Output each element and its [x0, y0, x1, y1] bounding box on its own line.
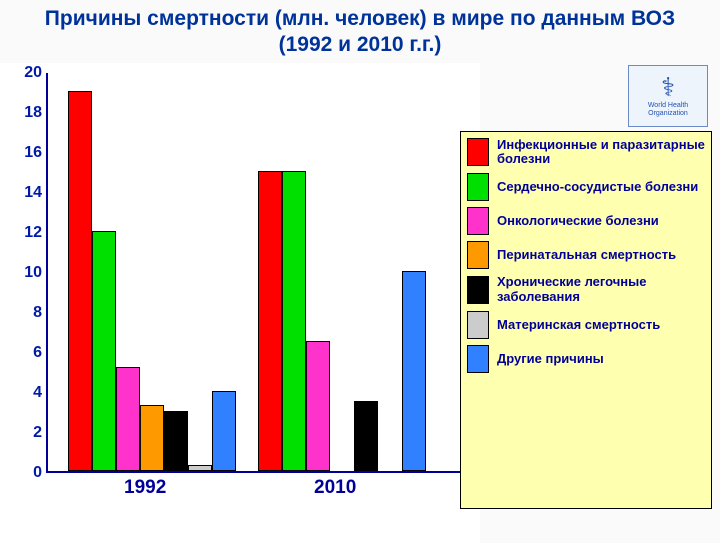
x-axis-label: 1992	[124, 477, 166, 499]
y-tick-label: 14	[2, 184, 42, 202]
legend-swatch	[467, 311, 489, 339]
legend-label: Сердечно-сосудистые болезни	[497, 180, 698, 195]
bar	[212, 391, 236, 471]
legend-label: Инфекционные и паразитарные болезни	[497, 138, 705, 168]
y-axis: 0 2 4 6 8 10 12 14 16 18 20	[0, 63, 46, 493]
legend-label: Онкологические болезни	[497, 214, 659, 229]
y-tick-label: 16	[2, 144, 42, 162]
bar	[68, 91, 92, 471]
legend-item: Хронические легочные заболевания	[467, 275, 705, 305]
bar	[402, 271, 426, 471]
y-tick-label: 2	[2, 424, 42, 442]
bar	[354, 401, 378, 471]
legend-label: Хронические легочные заболевания	[497, 275, 705, 305]
bar	[164, 411, 188, 471]
legend-swatch	[467, 138, 489, 166]
legend-item: Другие причины	[467, 345, 705, 373]
legend-swatch	[467, 345, 489, 373]
legend-item: Сердечно-сосудистые болезни	[467, 173, 705, 201]
who-text-2: Organization	[648, 110, 688, 117]
legend-label: Перинатальная смертность	[497, 248, 676, 263]
bar	[92, 231, 116, 471]
bar	[282, 171, 306, 471]
who-text-1: World Health	[648, 102, 688, 109]
y-tick-label: 10	[2, 264, 42, 282]
bar	[140, 405, 164, 471]
legend-swatch	[467, 173, 489, 201]
legend-item: Материнская смертность	[467, 311, 705, 339]
chart-area: 0 2 4 6 8 10 12 14 16 18 20 1992 2010	[0, 63, 480, 543]
bar	[188, 465, 212, 471]
who-logo: ⚕ World Health Organization	[628, 65, 708, 127]
y-tick-label: 4	[2, 384, 42, 402]
bar	[258, 171, 282, 471]
bar	[116, 367, 140, 471]
y-tick-label: 12	[2, 224, 42, 242]
bar	[306, 341, 330, 471]
legend: Инфекционные и паразитарные болезни Серде…	[460, 131, 712, 509]
legend-label: Материнская смертность	[497, 318, 660, 333]
legend-item: Инфекционные и паразитарные болезни	[467, 138, 705, 168]
plot-region	[46, 73, 466, 473]
legend-swatch	[467, 207, 489, 235]
page-title: Причины смертности (млн. человек) в мире…	[0, 0, 720, 63]
who-logo-text: World Health Organization	[648, 102, 688, 117]
legend-label: Другие причины	[497, 352, 604, 367]
legend-swatch	[467, 241, 489, 269]
y-tick-label: 18	[2, 104, 42, 122]
y-tick-label: 8	[2, 304, 42, 322]
who-emblem-icon: ⚕	[661, 74, 675, 100]
y-tick-label: 20	[2, 64, 42, 82]
legend-swatch	[467, 276, 489, 304]
legend-item: Перинатальная смертность	[467, 241, 705, 269]
y-tick-label: 0	[2, 464, 42, 482]
legend-item: Онкологические болезни	[467, 207, 705, 235]
x-axis-labels: 1992 2010	[46, 477, 466, 507]
x-axis-label: 2010	[314, 477, 356, 499]
chart-stage: 0 2 4 6 8 10 12 14 16 18 20 1992 2010 ⚕ World Healt…	[0, 63, 720, 543]
y-tick-label: 6	[2, 344, 42, 362]
